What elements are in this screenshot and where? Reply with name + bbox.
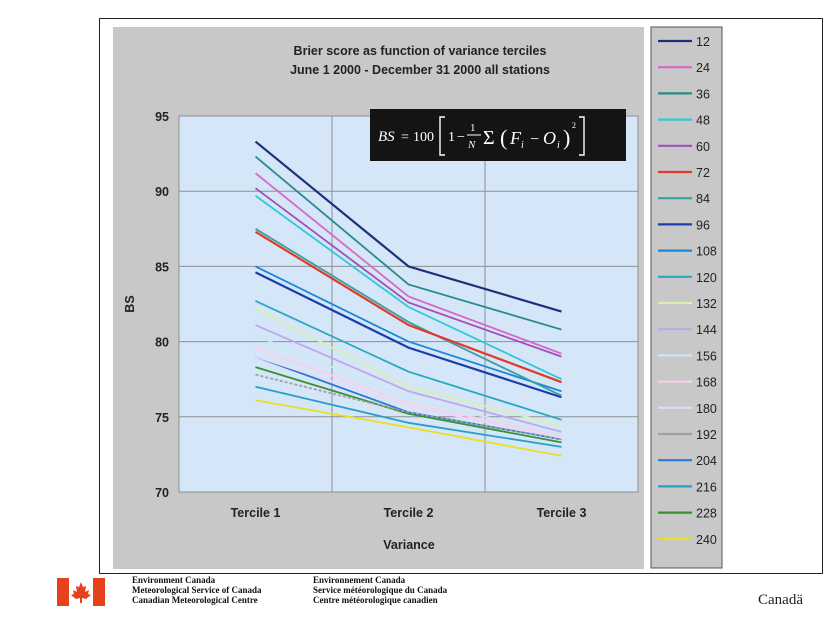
footer-fr-line-3: Centre météorologique canadien: [313, 595, 438, 605]
legend-label: 132: [696, 297, 717, 311]
formula-f: F: [509, 128, 522, 148]
series-line-48: [254, 194, 562, 381]
footer-en-line-3: Canadian Meteorological Centre: [132, 595, 258, 605]
formula-fraction-denominator: N: [467, 139, 476, 151]
footer-english: Environment Canada Meteorological Servic…: [132, 575, 262, 605]
formula-bs: BS: [378, 129, 395, 145]
formula-coefficient: 100: [413, 130, 434, 145]
canada-wordmark: Canadä: [758, 592, 803, 608]
formula-fraction-numerator: 1: [470, 122, 476, 134]
series-line-228: [255, 366, 562, 444]
y-tick-label: 75: [155, 411, 169, 425]
formula-one: 1: [448, 130, 455, 145]
footer-fr-line-2: Service météorologique du Canada: [313, 585, 448, 595]
formula-o-subscript: i: [557, 140, 560, 151]
legend-layer: 12 24 36 48 60 72 84 96 108 120 132 144 156 168 180 192…: [658, 35, 717, 547]
legend-label: 120: [696, 271, 717, 285]
legend-label: 24: [696, 61, 710, 75]
plot-area-background: [178, 115, 639, 493]
series-line-180: [255, 355, 562, 439]
legend-label: 12: [696, 35, 710, 49]
series-line-84: [255, 228, 562, 397]
canada-flag-icon: [57, 578, 105, 606]
series-line-96: [255, 271, 562, 399]
legend-box: [650, 26, 723, 569]
series-line-168: [255, 346, 562, 438]
chart-frame: 70 75 80 85 90 95 Tercile 1 Tercile 2 Tercile 3 …: [99, 18, 823, 574]
footer-en-line-1: Environment Canada: [132, 575, 216, 585]
legend-label: 60: [696, 140, 710, 154]
formula-minus-2: −: [530, 131, 539, 148]
series-line-240: [255, 399, 562, 457]
series-line-156: [255, 334, 562, 436]
legend-label: 156: [696, 349, 717, 363]
legend-label: 84: [696, 192, 710, 206]
legend-label: 48: [696, 114, 710, 128]
legend-label: 36: [696, 87, 710, 101]
formula-sum: Σ: [483, 127, 495, 149]
legend-label: 180: [696, 402, 717, 416]
x-tick-label: Tercile 1: [231, 506, 281, 520]
series-line-36: [254, 155, 562, 331]
legend-label: 168: [696, 376, 717, 390]
x-tick-label: Tercile 3: [537, 506, 587, 520]
legend-label: 228: [696, 507, 717, 521]
series-line-144: [255, 324, 562, 433]
formula-minus: −: [457, 130, 465, 145]
y-tick-label: 70: [155, 486, 169, 500]
formula-f-subscript: i: [521, 140, 524, 151]
y-tick-label: 80: [155, 336, 169, 350]
formula-right-bracket: [579, 116, 585, 156]
footer-fr-line-1: Environnement Canada: [313, 575, 406, 585]
y-tick-label: 95: [155, 110, 169, 124]
series-line-12: [254, 140, 562, 313]
y-tick-label: 90: [155, 185, 169, 199]
series-line-120: [255, 300, 562, 421]
series-line-60: [254, 187, 562, 358]
legend-label: 108: [696, 245, 717, 259]
series-line-24: [254, 172, 562, 355]
series-line-216: [255, 385, 562, 448]
legend-label: 240: [696, 533, 717, 547]
series-layer: [254, 140, 562, 457]
legend-label: 204: [696, 454, 717, 468]
x-axis-label: Variance: [383, 538, 434, 552]
formula-box: BS = 100 1 − 1 N Σ ( F i − O i ) 2: [370, 109, 626, 161]
series-line-132: [255, 307, 562, 427]
legend-label: 192: [696, 428, 717, 442]
formula-left-bracket: [439, 116, 445, 156]
formula-close-paren: ): [563, 125, 570, 150]
legend-label: 72: [696, 166, 710, 180]
formula-exponent: 2: [572, 121, 576, 130]
y-tick-label: 85: [155, 260, 169, 274]
formula-open-paren: (: [500, 125, 507, 150]
legend-label: 144: [696, 323, 717, 337]
footer: Environment Canada Meteorological Servic…: [0, 572, 825, 617]
series-line-192: [255, 373, 562, 441]
chart-subtitle: June 1 2000 - December 31 2000 all stati…: [290, 63, 550, 77]
footer-en-line-2: Meteorological Service of Canada: [132, 585, 262, 595]
footer-french: Environnement Canada Service météorologi…: [313, 575, 447, 605]
formula-equals: =: [401, 130, 409, 145]
series-line-108: [255, 265, 562, 393]
tick-layer: 70 75 80 85 90 95 Tercile 1 Tercile 2 Tercile 3: [155, 110, 586, 520]
legend-label: 216: [696, 480, 717, 494]
chart-title: Brier score as function of variance terc…: [294, 44, 547, 58]
series-line-72: [254, 230, 562, 384]
y-axis-label: BS: [123, 295, 137, 312]
formula-o: O: [543, 128, 556, 148]
x-tick-label: Tercile 2: [384, 506, 434, 520]
legend-label: 96: [696, 218, 710, 232]
